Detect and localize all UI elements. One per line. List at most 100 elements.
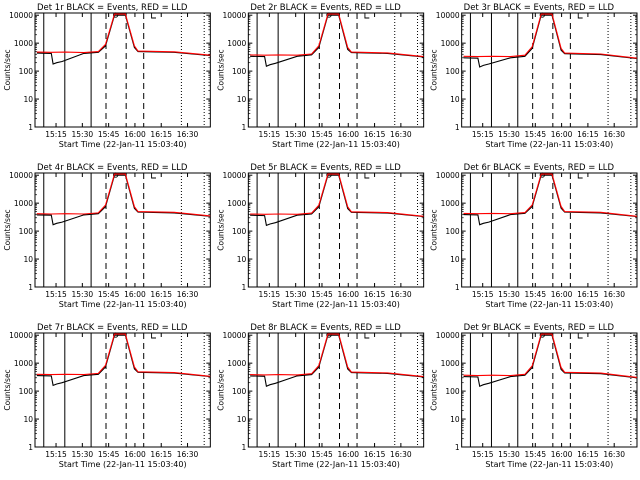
x-tick-label: 16:15 [150, 290, 172, 299]
marker-bracket [577, 13, 583, 19]
y-tick-label: 10 [450, 415, 460, 424]
x-tick-label: 15:45 [311, 450, 333, 459]
y-tick-label: 1 [455, 443, 460, 452]
x-tick-label: 16:00 [124, 130, 146, 139]
x-tick-label: 16:00 [124, 290, 146, 299]
x-tick-label: 16:15 [150, 130, 172, 139]
detector-panel: Det 9r BLACK = Events, RED = LLD 1 10 100 10… [430, 323, 638, 469]
events-series-line [250, 334, 424, 387]
panel-title: Det 6r BLACK = Events, RED = LLD [464, 163, 615, 173]
y-axis-label: Counts/sec [216, 369, 225, 410]
panel-title: Det 9r BLACK = Events, RED = LLD [464, 323, 615, 333]
plot-frame [34, 12, 211, 128]
x-tick-label: 15:30 [498, 130, 520, 139]
plot-frame [247, 332, 425, 448]
x-tick-label: 15:30 [285, 290, 307, 299]
y-tick-label: 10000 [436, 171, 460, 180]
y-tick-label: 100 [445, 67, 460, 76]
x-tick-label: 15:30 [285, 450, 307, 459]
detector-panel: Det 5r BLACK = Events, RED = LLD 1 10 100 10… [216, 163, 425, 309]
y-tick-label: 1 [28, 123, 33, 132]
y-tick-label: 100 [19, 387, 34, 396]
x-tick-label: 15:15 [259, 450, 281, 459]
y-tick-label: 1000 [14, 359, 33, 368]
x-tick-label: 15:15 [259, 290, 281, 299]
x-tick-label: 15:30 [498, 290, 520, 299]
lld-series-line [463, 13, 637, 59]
y-tick-label: 10000 [9, 171, 33, 180]
events-series-line [36, 334, 211, 387]
x-axis-label: Start Time (22-Jan-11 15:03:40) [272, 300, 400, 309]
x-tick-label: 16:00 [124, 450, 146, 459]
marker-bracket [151, 13, 156, 19]
detector-panel: Det 1r BLACK = Events, RED = LLD 1 10 100 10… [3, 3, 211, 149]
x-tick-label: 16:00 [337, 290, 359, 299]
y-tick-label: 10 [23, 415, 33, 424]
y-tick-label: 10 [237, 255, 247, 264]
y-tick-label: 10 [450, 255, 460, 264]
x-tick-label: 15:15 [472, 130, 494, 139]
events-series-line [36, 14, 211, 65]
x-tick-label: 16:00 [551, 130, 573, 139]
y-tick-label: 1000 [441, 199, 460, 208]
events-series-line [463, 174, 637, 226]
plot-frame [461, 172, 638, 288]
y-tick-label: 1 [455, 123, 460, 132]
events-series-line [36, 174, 211, 226]
events-series-line [463, 14, 637, 68]
y-tick-label: 1 [28, 443, 33, 452]
y-tick-label: 10000 [436, 331, 460, 340]
y-tick-label: 100 [19, 67, 34, 76]
plot-frame [247, 12, 425, 128]
y-tick-label: 10000 [436, 11, 460, 20]
plot-frame [461, 12, 638, 128]
x-tick-label: 16:00 [337, 130, 359, 139]
x-tick-label: 16:15 [364, 290, 386, 299]
x-tick-label: 16:15 [577, 290, 599, 299]
y-tick-label: 1000 [227, 199, 246, 208]
plot-frame [34, 172, 211, 288]
panel-title: Det 2r BLACK = Events, RED = LLD [250, 3, 401, 13]
x-tick-label: 16:15 [577, 450, 599, 459]
x-axis-label: Start Time (22-Jan-11 15:03:40) [272, 460, 400, 469]
plot-frame [247, 172, 425, 288]
detector-panel: Det 4r BLACK = Events, RED = LLD 1 10 100 10… [3, 163, 211, 309]
y-tick-label: 1 [242, 443, 247, 452]
panel-title: Det 3r BLACK = Events, RED = LLD [464, 3, 615, 13]
y-tick-label: 100 [232, 227, 247, 236]
y-tick-label: 10 [237, 415, 247, 424]
y-tick-label: 100 [232, 387, 247, 396]
x-tick-label: 15:45 [524, 290, 546, 299]
y-tick-label: 10000 [222, 331, 246, 340]
x-tick-label: 15:45 [311, 290, 333, 299]
plot-frame [461, 332, 638, 448]
y-tick-label: 100 [445, 387, 460, 396]
x-tick-label: 15:30 [285, 130, 307, 139]
x-tick-label: 16:30 [603, 130, 625, 139]
y-tick-label: 10 [23, 255, 33, 264]
panel-title: Det 5r BLACK = Events, RED = LLD [250, 163, 401, 173]
marker-bracket [151, 173, 156, 179]
panel-title: Det 8r BLACK = Events, RED = LLD [250, 323, 401, 333]
plot-frame [34, 332, 211, 448]
y-tick-label: 10000 [222, 11, 246, 20]
y-tick-label: 1 [242, 283, 247, 292]
marker-bracket [364, 333, 370, 339]
y-tick-label: 100 [445, 227, 460, 236]
y-tick-label: 10 [450, 95, 460, 104]
detector-panel: Det 7r BLACK = Events, RED = LLD 1 10 100 10… [3, 323, 211, 469]
y-tick-label: 1000 [441, 39, 460, 48]
marker-bracket [364, 173, 370, 179]
x-axis-label: Start Time (22-Jan-11 15:03:40) [59, 300, 187, 309]
lld-series-line [463, 333, 637, 378]
detector-panel: Det 3r BLACK = Events, RED = LLD 1 10 100 10… [430, 3, 638, 149]
x-tick-label: 15:45 [98, 130, 120, 139]
x-tick-label: 16:15 [577, 130, 599, 139]
lld-series-line [250, 13, 424, 58]
x-tick-label: 16:30 [177, 130, 199, 139]
events-series-line [463, 334, 637, 387]
lld-series-line [250, 333, 424, 378]
y-tick-label: 100 [19, 227, 34, 236]
y-axis-label: Counts/sec [216, 49, 225, 90]
